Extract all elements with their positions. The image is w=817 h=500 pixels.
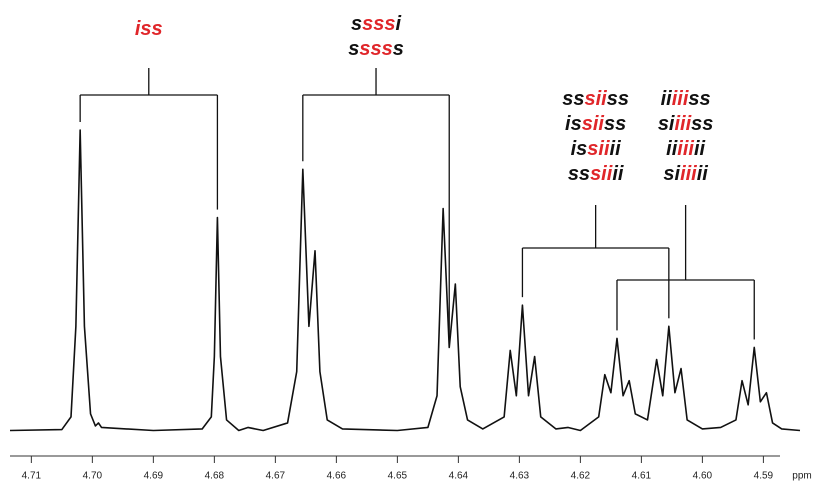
x-tick-label: 4.63 xyxy=(510,471,530,482)
annotation-label: iss xyxy=(135,18,163,40)
annotation-segment: is xyxy=(565,113,582,135)
annotation-segment: si xyxy=(658,113,675,135)
annotation-label: siiiiii xyxy=(663,163,708,185)
annotation-segment: iss xyxy=(135,18,163,40)
annotation-label: siiiiss xyxy=(658,113,714,135)
annotation-segment: ii xyxy=(610,138,622,160)
annotation-segment: ss xyxy=(607,88,629,110)
x-tick-label: 4.60 xyxy=(693,471,713,482)
annotation-segment: sss xyxy=(362,13,395,35)
annotation-segment: sss xyxy=(359,38,392,60)
x-tick-label: 4.65 xyxy=(388,471,408,482)
annotation-segment: s xyxy=(393,38,404,60)
annotation-segment: ss xyxy=(568,163,590,185)
annotation-label: sssiiss xyxy=(562,88,629,110)
annotation-segment: ss xyxy=(691,113,713,135)
annotation-label: sssss xyxy=(348,38,404,60)
x-tick-label: 4.68 xyxy=(205,471,225,482)
annotation-segment: s xyxy=(348,38,359,60)
annotation-label: iiiiiii xyxy=(666,138,705,160)
x-tick-label: 4.70 xyxy=(83,471,103,482)
annotation-label: sssiiii xyxy=(568,163,624,185)
annotation-segment: i xyxy=(395,13,401,35)
annotation-segment: ss xyxy=(604,113,626,135)
annotation-segment: sii xyxy=(582,113,605,135)
annotation-segment: is xyxy=(571,138,588,160)
annotation-segment: ii xyxy=(697,163,709,185)
x-tick-label: 4.59 xyxy=(754,471,774,482)
x-tick-label: 4.66 xyxy=(327,471,347,482)
annotation-label: iiiiiss xyxy=(661,88,711,110)
spectrum-line xyxy=(9,129,801,432)
annotation-label: ssssi xyxy=(351,13,402,35)
annotation-segment: sii xyxy=(585,88,608,110)
annotation-segment: iii xyxy=(677,138,694,160)
annotation-segment: iii xyxy=(680,163,697,185)
annotation-segment: iii xyxy=(672,88,689,110)
annotation-label: issiiss xyxy=(565,113,626,135)
x-tick-label: 4.69 xyxy=(144,471,164,482)
x-axis-label: ppm xyxy=(792,471,811,482)
x-tick-label: 4.67 xyxy=(266,471,286,482)
annotation-segment: ii xyxy=(661,88,673,110)
x-tick-label: 4.62 xyxy=(571,471,591,482)
annotation-segment: sii xyxy=(590,163,613,185)
x-tick-label: 4.64 xyxy=(449,471,469,482)
annotation-segment: ii xyxy=(666,138,678,160)
x-tick-label: 4.71 xyxy=(22,471,42,482)
annotation-segment: si xyxy=(663,163,680,185)
annotation-segment: ii xyxy=(612,163,624,185)
annotation-segment: ss xyxy=(688,88,710,110)
annotation-label: issiiii xyxy=(571,138,621,160)
annotation-segment: iii xyxy=(675,113,692,135)
annotation-segment: sii xyxy=(587,138,610,160)
annotation-segment: ss xyxy=(562,88,584,110)
x-tick-label: 4.61 xyxy=(632,471,652,482)
annotation-segment: s xyxy=(351,13,362,35)
annotation-segment: ii xyxy=(694,138,706,160)
